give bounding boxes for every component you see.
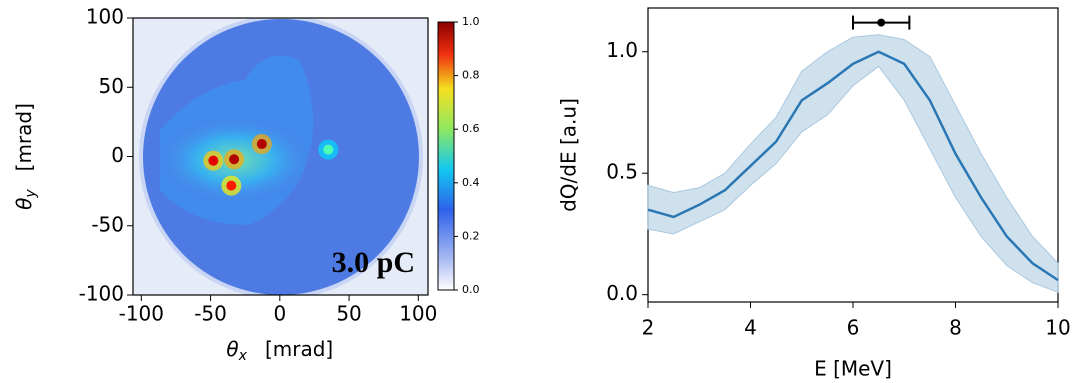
peak-core: [229, 154, 240, 165]
marker: [877, 18, 886, 27]
beam-image: [133, 18, 428, 295]
x-tick-label: 4: [744, 316, 757, 340]
colorbar: [437, 21, 455, 291]
y-tick-label: 50: [99, 74, 124, 98]
line: [647, 50, 1059, 282]
colorbar-tick-label: 0.8: [462, 69, 480, 82]
peak-core: [208, 155, 219, 166]
y-axis-label: dQ/dE [a.u]: [557, 98, 581, 212]
x-axis-label: E [MeV]: [814, 357, 892, 381]
axis-label: θy[mrad]: [12, 103, 40, 210]
y-tick-label: -100: [79, 282, 124, 306]
x-tick-label: -100: [119, 302, 164, 326]
axis-label: θx [mrad]: [226, 337, 333, 365]
x-tick-label: 6: [847, 316, 860, 340]
y-tick-label: 0.0: [606, 281, 638, 305]
colorbar-tick-label: 1.0: [462, 15, 480, 28]
error-band: [647, 34, 1059, 294]
annotation: 3.0 pC: [332, 246, 415, 279]
x-tick-label: -50: [194, 302, 227, 326]
x-tick-label: 0: [273, 302, 286, 326]
x-tick-label: 100: [399, 302, 437, 326]
y-tick-label: 0: [111, 143, 124, 167]
y-tick-label: 0.5: [606, 160, 638, 184]
x-tick-label: 8: [949, 316, 962, 340]
y-tick-label: 100: [86, 5, 124, 29]
y-tick-label: 1.0: [606, 38, 638, 62]
colorbar-tick-label: 0.2: [462, 229, 480, 242]
x-tick-label: 2: [642, 316, 655, 340]
colorbar-tick-label: 0.6: [462, 122, 480, 135]
colorbar-tick-label: 0.4: [462, 176, 480, 189]
peak-core: [256, 139, 267, 150]
y-tick-label: -50: [91, 212, 124, 236]
colorbar-tick-label: 0.0: [462, 283, 480, 296]
peak-core: [323, 144, 334, 155]
x-tick-label: 50: [336, 302, 361, 326]
peak-core: [226, 180, 237, 191]
x-tick-label: 10: [1045, 316, 1070, 340]
